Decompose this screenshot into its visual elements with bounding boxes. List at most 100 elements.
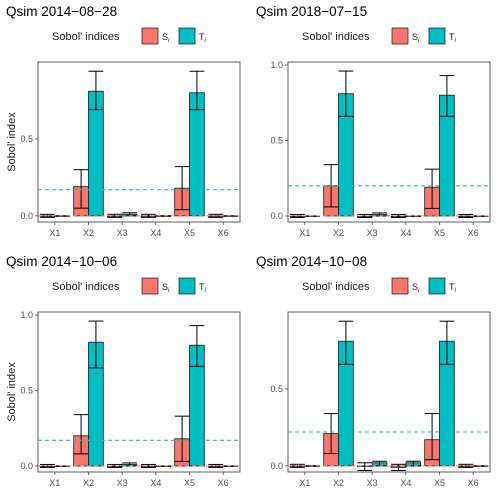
y-tick-label: 0.5 [20,134,33,144]
legend-label-ti: Ti [449,282,457,294]
errorbar-si-x3 [357,462,373,471]
x-tick-label: X5 [434,228,445,238]
y-tick-label: 0.0 [20,461,33,471]
x-tick-label: X2 [333,228,344,238]
legend-sub-si: i [168,37,170,44]
legend-label-si: Si [412,282,420,294]
x-tick-label: X5 [434,478,445,488]
legend-label-si: Si [412,32,420,44]
x-tick-label: X4 [400,478,411,488]
legend-key-ti [178,277,196,295]
x-tick-label: X6 [218,478,229,488]
x-tick-label: X3 [117,228,128,238]
legend-key-ti [428,27,446,45]
errorbar-si-x5 [174,415,190,462]
x-tick-label: X3 [367,478,378,488]
y-tick-label: 0.5 [270,135,283,145]
y-tick-label: 0.5 [20,385,33,395]
errorbar-si-x2 [323,413,339,455]
legend-title: Sobol' indices [52,281,120,293]
y-axis-label: Sobol' index [6,362,18,422]
panel-title: Qsim 2014−10−06 [6,254,117,269]
x-tick-label: X6 [468,228,479,238]
errorbar-ti-x5 [189,325,205,367]
plot-area [287,311,491,473]
errorbar-si-x4 [141,463,156,468]
legend-sub-si: i [418,37,420,44]
x-tick-label: X1 [49,478,60,488]
legend-key-si [391,27,409,45]
legend-sub-ti: i [205,287,207,294]
legend-key-si [141,277,159,295]
panel-title: Qsim 2018−07−15 [256,4,367,19]
legend-title: Sobol' indices [302,31,370,43]
legend: Sobol' indices Si Ti [52,27,207,45]
legend-key-si [391,277,409,295]
errorbar-ti-x5 [439,320,455,365]
chart-panel-3: Qsim 2014−10−06 Sobol' indices Si Ti 0.0 0.5 1… [6,254,241,488]
x-tick-label: X2 [83,478,94,488]
errorbar-ti-x2 [88,320,104,369]
y-tick-label: 0.0 [20,211,33,221]
chart-panel-2: Qsim 2018−07−15 Sobol' indices Si Ti 0.0 0.5 1… [256,4,491,238]
errorbar-si-x4 [391,463,406,471]
y-axis-label: Sobol' index [6,112,18,172]
errorbar-si-x5 [424,413,440,461]
y-tick-label: 0.5 [270,384,283,394]
errorbar-si-x3 [107,463,123,468]
legend: Sobol' indices Si Ti [52,277,207,295]
x-tick-label: X6 [218,228,229,238]
legend-key-si [141,27,159,45]
errorbar-si-x2 [73,414,89,455]
x-tick-label: X3 [117,478,128,488]
legend-sub-si: i [418,287,420,294]
panel-title: Qsim 2014−10−08 [256,254,367,269]
legend-title: Sobol' indices [302,281,370,293]
x-tick-label: X1 [299,478,310,488]
x-tick-label: X6 [468,478,479,488]
legend-label-si: Si [162,32,170,44]
y-tick-label: 1.0 [270,60,283,70]
legend-label-ti: Ti [199,32,207,44]
x-tick-label: X2 [333,478,344,488]
errorbar-ti-x2 [338,70,354,117]
errorbar-si-x5 [174,166,190,211]
plot-area [37,311,241,473]
x-tick-label: X1 [49,228,60,238]
legend-sub-ti: i [455,287,457,294]
y-tick-label: 1.0 [20,310,33,320]
plot-area [37,61,241,223]
legend-label-ti: Ti [449,32,457,44]
errorbar-ti-x5 [189,70,205,111]
x-tick-label: X5 [184,228,195,238]
plot-area [287,61,491,223]
panel-title: Qsim 2014−08−28 [6,4,117,19]
errorbar-ti-x5 [439,75,455,117]
y-tick-label: 0.0 [270,461,283,471]
legend-sub-ti: i [205,37,207,44]
x-tick-label: X4 [150,478,161,488]
legend-title: Sobol' indices [52,31,120,43]
legend-label-ti: Ti [199,282,207,294]
x-tick-label: X3 [367,228,378,238]
y-tick-label: 0.0 [270,211,283,221]
chart-panel-4: Qsim 2014−10−08 Sobol' indices Si Ti 0.0 0.5 X… [256,254,491,488]
legend-sub-si: i [168,287,170,294]
legend-sub-ti: i [455,37,457,44]
errorbar-ti-x2 [88,70,104,111]
x-tick-label: X5 [184,478,195,488]
errorbar-si-x4 [391,213,406,218]
errorbar-si-x5 [424,168,440,209]
legend-key-ti [428,277,446,295]
legend: Sobol' indices Si Ti [302,277,457,295]
legend-key-ti [178,27,196,45]
x-tick-label: X1 [299,228,310,238]
bar-ti-x5 [189,92,205,217]
errorbar-ti-x2 [338,320,354,365]
errorbar-si-x2 [73,169,89,209]
legend-label-si: Si [162,282,170,294]
x-tick-label: X4 [400,228,411,238]
